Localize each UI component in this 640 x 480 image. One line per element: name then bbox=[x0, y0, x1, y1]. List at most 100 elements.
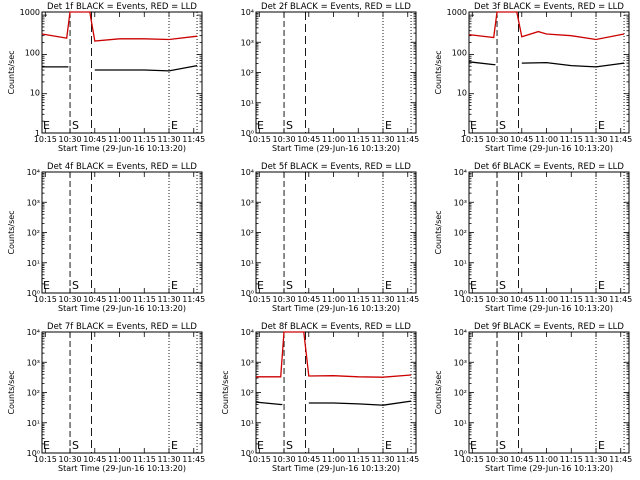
x-axis-label: Start Time (29-Jun-16 10:13:20) bbox=[58, 304, 186, 313]
y-tick-label: 10⁴ bbox=[241, 8, 254, 17]
y-tick-label: 10² bbox=[241, 389, 254, 398]
x-axis-label: Start Time (29-Jun-16 10:13:20) bbox=[485, 464, 613, 473]
event-marker-label: E bbox=[470, 119, 477, 132]
y-tick-label: 10³ bbox=[27, 198, 40, 207]
y-tick-label: 10⁴ bbox=[27, 168, 40, 177]
y-tick-label: 10 bbox=[457, 89, 467, 98]
series-line bbox=[468, 11, 625, 41]
plot-frame bbox=[41, 11, 203, 134]
y-tick-label: 100 bbox=[25, 48, 40, 57]
x-tick-label: 10:30 bbox=[59, 295, 82, 304]
x-tick-label: 11:30 bbox=[157, 295, 180, 304]
x-axis-label: Start Time (29-Jun-16 10:13:20) bbox=[58, 464, 186, 473]
y-axis-label: Counts/sec bbox=[7, 50, 16, 94]
x-tick-label: 11:00 bbox=[322, 455, 345, 464]
x-tick-label: 11:00 bbox=[108, 455, 131, 464]
event-marker-label: S bbox=[72, 119, 79, 132]
y-tick-label: 1 bbox=[462, 129, 467, 138]
x-axis-label: Start Time (29-Jun-16 10:13:20) bbox=[485, 144, 613, 153]
panel-title: Det 5f BLACK = Events, RED = LLD bbox=[261, 162, 411, 172]
panel-title: Det 7f BLACK = Events, RED = LLD bbox=[47, 322, 197, 332]
y-tick-label: 10⁰ bbox=[27, 289, 40, 298]
x-tick-label: 10:45 bbox=[83, 135, 106, 144]
event-marker-label: E bbox=[257, 119, 264, 132]
x-tick-label: 10:15 bbox=[461, 295, 484, 304]
x-tick-label: 11:45 bbox=[396, 455, 419, 464]
x-tick-label: 10:15 bbox=[461, 135, 484, 144]
x-tick-label: 11:15 bbox=[347, 455, 370, 464]
y-tick-label: 10⁰ bbox=[27, 449, 40, 458]
event-marker-label: E bbox=[171, 119, 178, 132]
y-axis-label: Counts/sec bbox=[7, 370, 16, 414]
event-marker-label: E bbox=[171, 439, 178, 452]
y-tick-label: 10³ bbox=[241, 198, 254, 207]
y-tick-label: 10⁴ bbox=[27, 328, 40, 337]
y-tick-label: 10⁴ bbox=[454, 168, 467, 177]
plot-frame bbox=[255, 331, 417, 454]
x-tick-label: 10:15 bbox=[248, 135, 271, 144]
x-tick-label: 10:45 bbox=[510, 455, 533, 464]
x-axis-label: Start Time (29-Jun-16 10:13:20) bbox=[272, 464, 400, 473]
event-marker-label: S bbox=[499, 279, 506, 292]
x-tick-label: 10:30 bbox=[273, 135, 296, 144]
event-marker-label: E bbox=[385, 439, 392, 452]
x-tick-label: 11:45 bbox=[396, 135, 419, 144]
panel-title: Det 2f BLACK = Events, RED = LLD bbox=[261, 2, 411, 12]
event-marker-label: E bbox=[43, 279, 50, 292]
y-tick-label: 10¹ bbox=[241, 259, 254, 268]
plot-frame bbox=[468, 171, 630, 294]
y-tick-label: 1 bbox=[35, 129, 40, 138]
x-tick-label: 11:45 bbox=[396, 295, 419, 304]
event-marker-label: E bbox=[470, 279, 477, 292]
x-tick-label: 11:30 bbox=[584, 135, 607, 144]
detector-panel: Det 5f BLACK = Events, RED = LLD 10⁰ 10¹ 10… bbox=[241, 162, 420, 313]
y-axis-label: Counts/sec bbox=[7, 210, 16, 254]
x-tick-label: 11:30 bbox=[371, 455, 394, 464]
event-marker-label: E bbox=[598, 279, 605, 292]
series-line bbox=[256, 331, 412, 378]
x-tick-label: 11:45 bbox=[182, 455, 205, 464]
panel-title: Det 6f BLACK = Events, RED = LLD bbox=[474, 162, 624, 172]
x-tick-label: 11:00 bbox=[535, 135, 558, 144]
y-tick-label: 10 bbox=[30, 89, 40, 98]
x-tick-label: 10:15 bbox=[34, 135, 57, 144]
x-tick-label: 10:45 bbox=[83, 295, 106, 304]
event-marker-label: E bbox=[171, 279, 178, 292]
x-tick-label: 10:30 bbox=[486, 295, 509, 304]
x-tick-label: 11:15 bbox=[560, 295, 583, 304]
event-marker-label: E bbox=[598, 119, 605, 132]
detector-panel: Det 4f BLACK = Events, RED = LLD 10⁰ 10¹ 10… bbox=[7, 162, 205, 313]
event-marker-label: S bbox=[286, 439, 293, 452]
event-marker-label: S bbox=[72, 279, 79, 292]
event-marker-label: E bbox=[43, 119, 50, 132]
x-tick-label: 10:45 bbox=[297, 455, 320, 464]
plot-frame bbox=[41, 331, 203, 454]
y-tick-label: 10³ bbox=[241, 38, 254, 47]
x-tick-label: 10:45 bbox=[510, 295, 533, 304]
x-tick-label: 10:30 bbox=[273, 455, 296, 464]
y-tick-label: 10² bbox=[27, 389, 40, 398]
x-tick-label: 11:15 bbox=[347, 295, 370, 304]
y-tick-label: 10³ bbox=[454, 358, 467, 367]
plot-frame bbox=[468, 331, 630, 454]
event-marker-label: S bbox=[286, 279, 293, 292]
plot-frame bbox=[255, 11, 417, 134]
x-tick-label: 10:15 bbox=[461, 455, 484, 464]
x-tick-label: 10:15 bbox=[34, 455, 57, 464]
x-tick-label: 11:00 bbox=[535, 455, 558, 464]
y-tick-label: 1000 bbox=[20, 8, 40, 17]
x-axis-label: Start Time (29-Jun-16 10:13:20) bbox=[272, 144, 400, 153]
x-tick-label: 10:15 bbox=[248, 455, 271, 464]
y-tick-label: 10¹ bbox=[454, 259, 467, 268]
x-axis-label: Start Time (29-Jun-16 10:13:20) bbox=[272, 304, 400, 313]
x-tick-label: 11:00 bbox=[322, 295, 345, 304]
x-tick-label: 11:45 bbox=[609, 455, 632, 464]
y-axis-label: Counts/sec bbox=[221, 370, 230, 414]
x-tick-label: 11:30 bbox=[157, 455, 180, 464]
y-tick-label: 10¹ bbox=[454, 419, 467, 428]
detector-panel: Det 6f BLACK = Events, RED = LLD 10⁰ 10¹ 10… bbox=[434, 162, 632, 313]
x-tick-label: 11:00 bbox=[108, 295, 131, 304]
event-marker-label: S bbox=[72, 439, 79, 452]
y-tick-label: 10² bbox=[241, 229, 254, 238]
